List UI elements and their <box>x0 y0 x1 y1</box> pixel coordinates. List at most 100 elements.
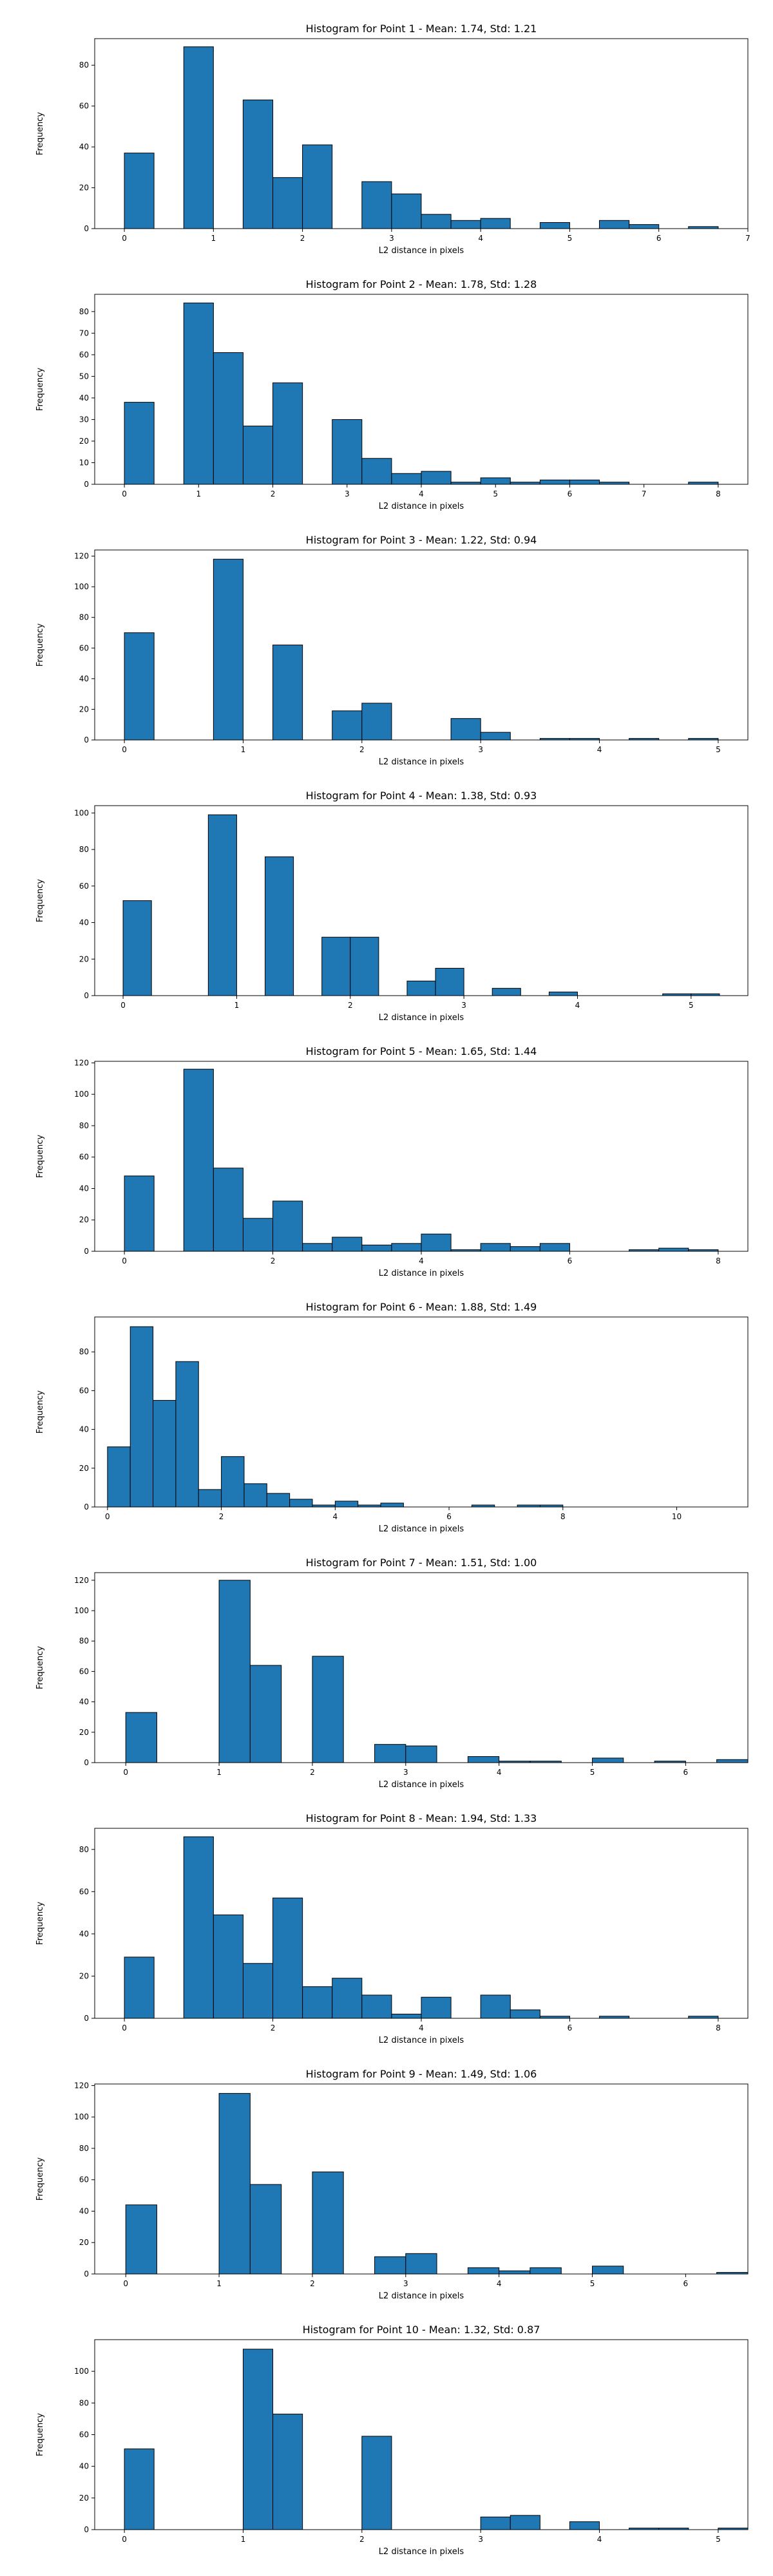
histogram-bar <box>183 46 214 229</box>
x-axis-label: L2 distance in pixels <box>379 2547 464 2556</box>
x-tick-label: 0 <box>122 2023 127 2032</box>
histogram-bar <box>242 99 274 229</box>
y-tick-label: 60 <box>79 2175 89 2184</box>
x-tick-label: 5 <box>716 745 721 754</box>
histogram-bar <box>198 1489 222 1508</box>
y-tick-label: 50 <box>79 372 89 381</box>
y-tick-label: 60 <box>79 1667 89 1676</box>
histogram-bar <box>361 1994 392 2019</box>
y-tick-label: 0 <box>84 2269 89 2278</box>
x-tick-label: 8 <box>716 1256 721 1265</box>
x-tick-label: 7 <box>745 234 750 243</box>
histogram-bar <box>499 2270 531 2275</box>
histogram-bar <box>207 814 237 996</box>
histogram-panel: Histogram for Point 6 - Mean: 1.88, Std:… <box>35 1301 749 1533</box>
y-tick-label: 60 <box>79 1153 89 1162</box>
histogram-bar <box>480 2516 511 2530</box>
histogram-bar <box>548 991 578 996</box>
histogram-bar <box>302 144 333 229</box>
histogram-bar <box>391 473 422 485</box>
plot-frame <box>94 1316 749 1508</box>
x-tick-label: 8 <box>716 489 721 498</box>
plot-frame <box>94 2339 749 2530</box>
histogram-bar <box>242 1963 274 2019</box>
x-tick-label: 1 <box>216 2279 222 2288</box>
x-tick-label: 2 <box>348 1001 353 1010</box>
histogram-bar <box>405 1745 437 1763</box>
y-tick-label: 40 <box>79 1184 89 1193</box>
x-tick-label: 6 <box>568 1256 573 1265</box>
y-tick-label: 20 <box>79 705 89 714</box>
x-tick-label: 2 <box>359 2535 365 2544</box>
x-tick-label: 1 <box>196 489 201 498</box>
chart-title: Histogram for Point 4 - Mean: 1.38, Std:… <box>306 790 537 802</box>
histogram-bar <box>125 2204 157 2275</box>
histogram-bar <box>361 458 392 485</box>
histogram-panel: Histogram for Point 4 - Mean: 1.38, Std:… <box>35 790 749 1022</box>
y-axis-label: Frequency <box>35 879 45 922</box>
histogram-panel: Histogram for Point 5 - Mean: 1.65, Std:… <box>35 1045 749 1278</box>
x-tick-label: 6 <box>568 2023 573 2032</box>
plot-frame <box>94 1572 749 1763</box>
x-tick-label: 4 <box>575 1001 580 1010</box>
histogram-bar <box>129 1326 154 1508</box>
x-tick-label: 10 <box>672 1512 682 1521</box>
histogram-bar <box>592 1757 624 1763</box>
x-tick-label: 5 <box>590 1768 595 1777</box>
plot-frame <box>94 38 749 229</box>
x-tick-label: 0 <box>105 1512 110 1521</box>
histogram-panel: Histogram for Point 9 - Mean: 1.49, Std:… <box>35 2068 749 2300</box>
histogram-bar <box>450 220 481 229</box>
y-tick-label: 40 <box>79 1698 89 1707</box>
histogram-bar <box>421 471 452 485</box>
x-tick-label: 4 <box>333 1512 338 1521</box>
y-tick-label: 20 <box>79 1215 89 1224</box>
y-tick-label: 80 <box>79 613 89 622</box>
histogram-bar <box>332 419 363 485</box>
histogram-bar <box>175 1361 199 1508</box>
x-tick-label: 4 <box>597 745 602 754</box>
x-tick-label: 1 <box>241 2535 246 2544</box>
histogram-bar <box>510 2009 540 2019</box>
histogram-bar <box>361 1244 392 1252</box>
histogram-bar <box>688 482 719 485</box>
histogram-bar <box>266 1493 291 1508</box>
histogram-bar <box>153 1399 177 1508</box>
histogram-bar <box>272 2414 303 2530</box>
histogram-bar <box>569 479 600 485</box>
y-tick-label: 100 <box>74 1606 89 1615</box>
y-tick-label: 80 <box>79 1121 89 1130</box>
histogram-bar <box>312 2172 344 2275</box>
y-tick-label: 60 <box>79 102 89 111</box>
histogram-bar <box>249 2184 282 2275</box>
y-tick-label: 80 <box>79 307 89 316</box>
x-tick-label: 3 <box>389 234 394 243</box>
x-tick-label: 1 <box>234 1001 240 1010</box>
histogram-bar <box>467 1756 500 1763</box>
histogram-bar <box>421 1233 452 1252</box>
histogram-bar <box>658 1247 689 1252</box>
histogram-bar <box>272 1200 303 1252</box>
y-tick-label: 0 <box>84 2525 89 2534</box>
y-tick-label: 40 <box>79 393 89 402</box>
histogram-bar <box>405 2253 437 2275</box>
y-tick-label: 0 <box>84 1247 89 1256</box>
y-tick-label: 80 <box>79 845 89 854</box>
histogram-bar <box>272 177 303 229</box>
y-tick-label: 60 <box>79 1887 89 1896</box>
histogram-bar <box>218 2093 251 2275</box>
x-tick-label: 2 <box>359 745 365 754</box>
histogram-bar <box>480 1243 511 1252</box>
x-axis-label: L2 distance in pixels <box>379 1013 464 1022</box>
y-tick-label: 100 <box>74 1090 89 1099</box>
x-tick-label: 3 <box>461 1001 466 1010</box>
x-tick-label: 3 <box>345 489 350 498</box>
histogram-bar <box>391 193 422 229</box>
histogram-bar <box>302 1243 333 1252</box>
histogram-bar <box>321 936 351 996</box>
y-tick-label: 20 <box>79 954 89 963</box>
y-tick-label: 40 <box>79 1929 89 1938</box>
chart-title: Histogram for Point 8 - Mean: 1.94, Std:… <box>306 1812 537 1824</box>
x-tick-label: 0 <box>122 1256 127 1265</box>
y-tick-label: 20 <box>79 2494 89 2503</box>
